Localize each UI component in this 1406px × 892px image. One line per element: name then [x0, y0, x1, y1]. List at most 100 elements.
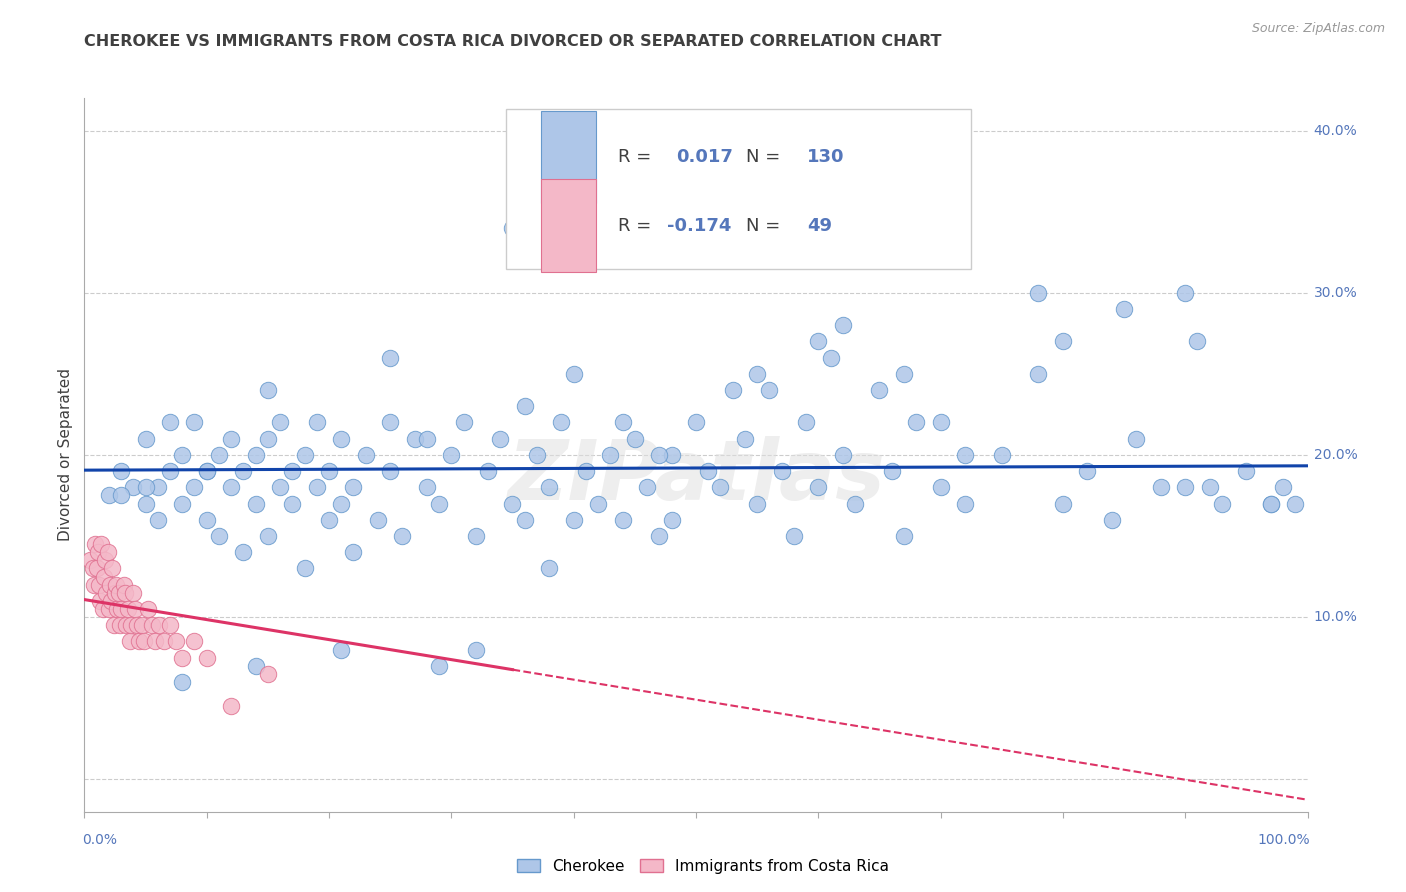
Point [709, 480, 731, 494]
Point [122, 480, 145, 494]
Text: CHEROKEE VS IMMIGRANTS FROM COSTA RICA DIVORCED OR SEPARATED CORRELATION CHART: CHEROKEE VS IMMIGRANTS FROM COSTA RICA D… [84, 34, 942, 49]
Point [831, 448, 853, 462]
Point [1174, 285, 1197, 300]
Point [636, 480, 658, 494]
Point [103, 618, 125, 632]
Point [770, 464, 793, 478]
Point [84, 537, 107, 551]
Point [526, 448, 548, 462]
Point [86, 561, 108, 575]
Point [104, 586, 127, 600]
Point [257, 529, 280, 543]
Point [1260, 497, 1282, 511]
Point [318, 464, 340, 478]
Point [79, 553, 101, 567]
Point [1028, 367, 1050, 381]
Point [141, 618, 163, 632]
Point [97, 545, 120, 559]
Point [929, 416, 952, 430]
Point [97, 488, 120, 502]
Text: 100.0%: 100.0% [1257, 833, 1310, 847]
Point [1150, 480, 1173, 494]
Text: R =: R = [617, 148, 657, 166]
Point [794, 416, 817, 430]
Point [135, 432, 157, 446]
Point [661, 513, 683, 527]
Point [721, 383, 744, 397]
Point [513, 399, 536, 413]
Point [453, 416, 475, 430]
Point [195, 464, 218, 478]
Point [146, 480, 169, 494]
Point [83, 577, 105, 591]
Point [953, 497, 976, 511]
Point [893, 367, 915, 381]
Point [96, 586, 118, 600]
Point [159, 464, 181, 478]
Point [125, 618, 148, 632]
Point [159, 618, 181, 632]
Point [550, 416, 572, 430]
Point [820, 351, 842, 365]
Point [98, 577, 121, 591]
Point [183, 480, 205, 494]
Point [404, 432, 426, 446]
Point [112, 577, 135, 591]
Text: 40.0%: 40.0% [1313, 124, 1357, 137]
Point [1028, 285, 1050, 300]
Point [232, 545, 254, 559]
Point [1052, 497, 1074, 511]
Point [172, 675, 194, 690]
Point [257, 432, 280, 446]
Point [427, 658, 450, 673]
Point [586, 497, 609, 511]
Text: R =: R = [617, 217, 657, 235]
Point [513, 513, 536, 527]
Point [143, 634, 166, 648]
Point [105, 577, 128, 591]
Point [330, 432, 353, 446]
Point [172, 497, 194, 511]
Point [305, 480, 328, 494]
Point [380, 351, 402, 365]
Point [208, 529, 231, 543]
Point [330, 497, 353, 511]
Point [905, 416, 928, 430]
Point [697, 464, 720, 478]
Point [136, 602, 159, 616]
Point [108, 618, 131, 632]
Point [94, 553, 117, 567]
Point [148, 618, 170, 632]
Point [477, 464, 499, 478]
Point [245, 658, 267, 673]
Point [416, 480, 439, 494]
Point [269, 416, 291, 430]
Point [219, 699, 242, 714]
Point [257, 383, 280, 397]
Text: -0.174: -0.174 [666, 217, 731, 235]
Point [783, 529, 806, 543]
Text: 49: 49 [807, 217, 832, 235]
Point [354, 448, 377, 462]
Point [869, 383, 891, 397]
Point [807, 480, 830, 494]
Point [117, 602, 139, 616]
Point [501, 497, 523, 511]
Point [208, 448, 231, 462]
Point [880, 464, 903, 478]
Point [831, 318, 853, 333]
Point [1101, 513, 1123, 527]
Point [501, 220, 523, 235]
Point [648, 448, 671, 462]
Text: ZIPatlas: ZIPatlas [508, 436, 884, 516]
Y-axis label: Divorced or Separated: Divorced or Separated [58, 368, 73, 541]
Point [245, 448, 267, 462]
Point [219, 432, 242, 446]
Point [1174, 480, 1197, 494]
Point [82, 561, 104, 575]
Point [624, 432, 647, 446]
Point [391, 529, 413, 543]
Point [929, 480, 952, 494]
Point [1234, 464, 1257, 478]
Point [91, 602, 114, 616]
